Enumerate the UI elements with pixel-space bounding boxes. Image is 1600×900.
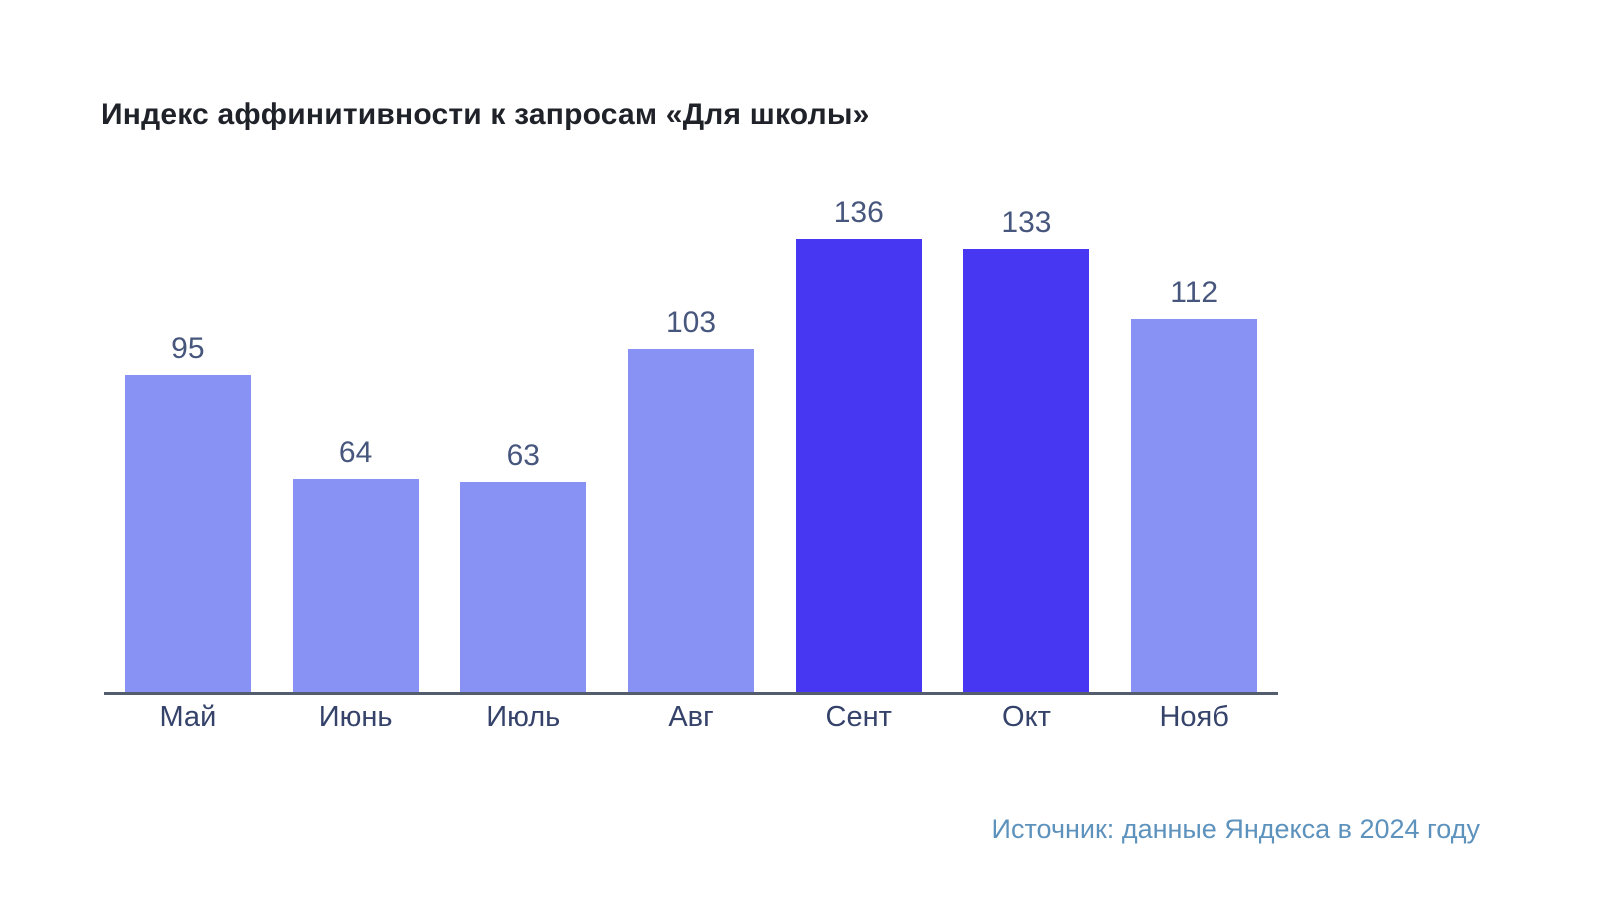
bar-value-label: 133 <box>1001 206 1052 239</box>
x-axis-label: Сент <box>825 701 892 733</box>
bar-column: 136 <box>775 198 943 692</box>
x-axis-label: Нояб <box>1159 701 1229 733</box>
x-axis-label: Июль <box>486 701 561 733</box>
bar-column: 103 <box>607 308 775 692</box>
bar-value-label: 95 <box>171 332 205 365</box>
bar-column: 133 <box>943 208 1111 692</box>
bar-column: 95 <box>104 334 272 692</box>
bar <box>795 239 922 692</box>
source-caption: Источник: данные Яндекса в 2024 году <box>991 814 1480 844</box>
x-axis-label: Окт <box>1002 701 1051 733</box>
bar-column: 112 <box>1110 278 1278 692</box>
bar-value-label: 64 <box>338 436 373 469</box>
bar <box>460 482 587 692</box>
bar-value-label: 112 <box>1170 276 1219 309</box>
bar-value-label: 63 <box>506 439 540 472</box>
bar <box>628 349 755 692</box>
bar <box>963 249 1090 692</box>
x-axis-labels-row: Май Июнь Июль Авг Сент Окт Нояб <box>104 701 1278 734</box>
bar-column: 64 <box>272 438 440 692</box>
bar <box>292 479 419 692</box>
chart-title: Индекс аффинитивности к запросам «Для шк… <box>101 98 870 131</box>
bar <box>1131 319 1258 692</box>
bar-value-label: 136 <box>833 196 884 229</box>
x-axis-label: Июнь <box>318 701 393 733</box>
bar-value-label: 103 <box>665 306 717 339</box>
bar-column: 63 <box>439 441 607 692</box>
x-axis-label: Май <box>159 701 217 733</box>
bar <box>124 375 251 692</box>
x-axis-label: Авг <box>668 701 714 733</box>
bar-chart-plot-area: 95 64 63 103 136 133 112 <box>104 192 1278 695</box>
